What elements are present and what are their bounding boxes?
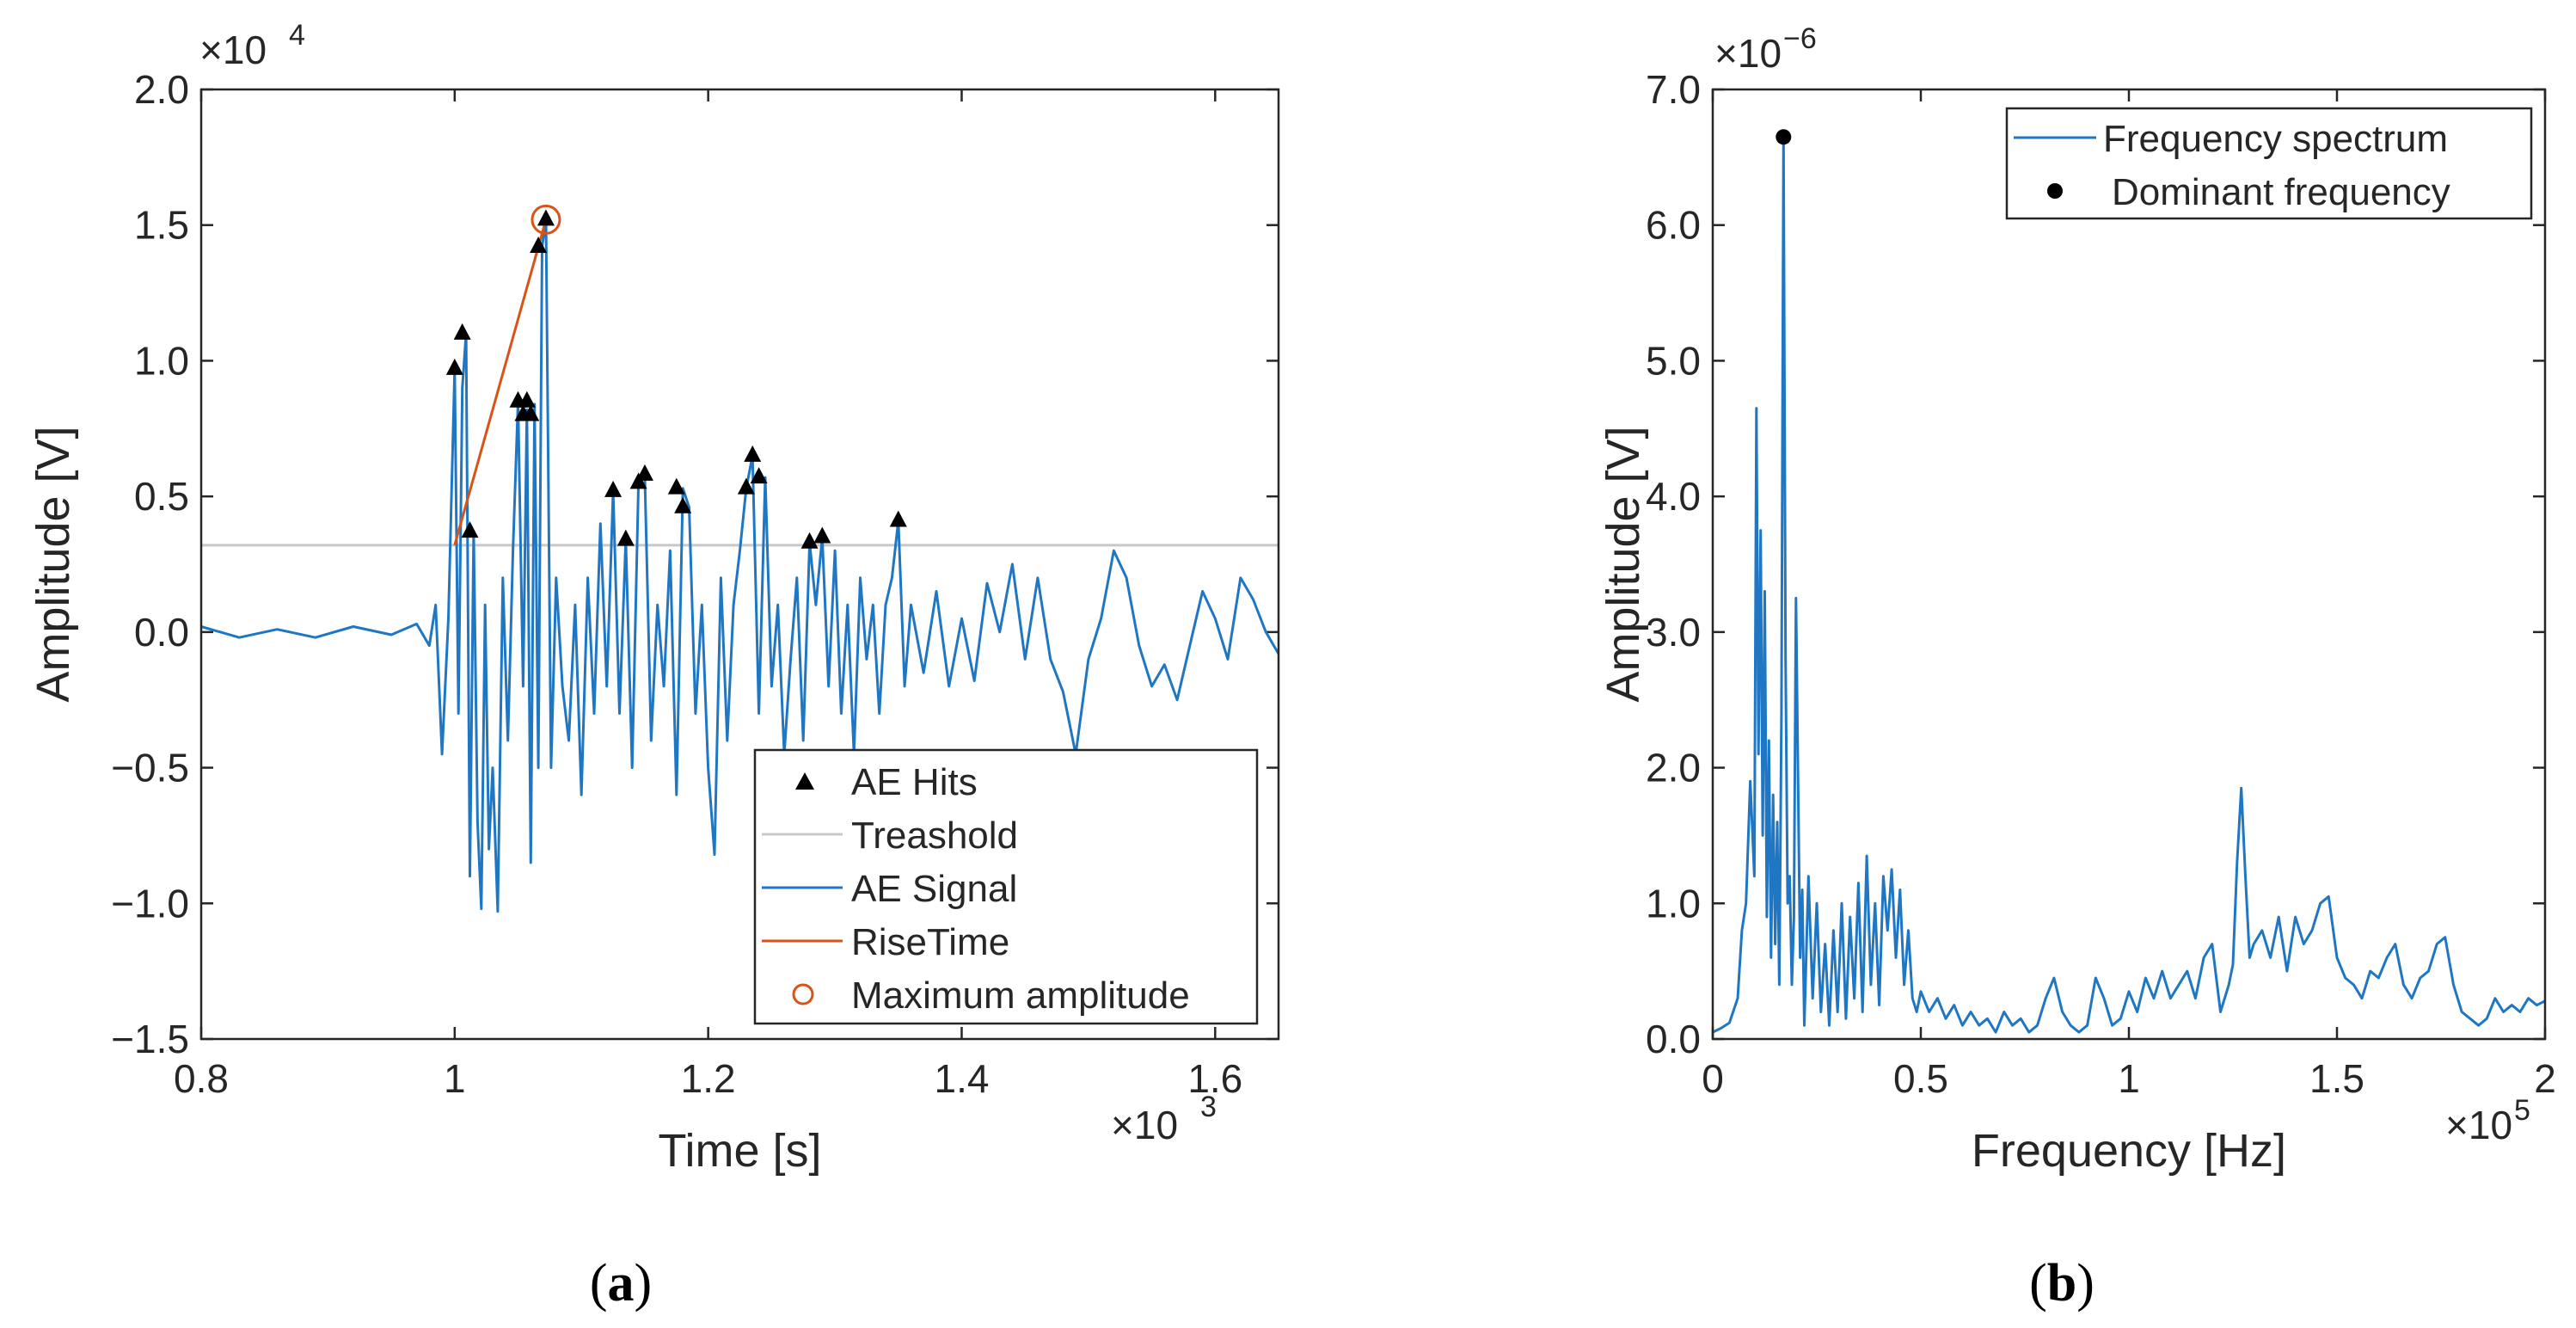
legend-dominant-frequency-symbol xyxy=(2047,183,2063,199)
caption-b: (b) xyxy=(2029,1254,2095,1313)
ae-hit-marker xyxy=(667,477,685,495)
panel-a-xtick-label-0: 0.8 xyxy=(174,1056,229,1101)
panel-a-xtick-label-3: 1.4 xyxy=(934,1056,989,1101)
panel-b-ytick-label-6: 6.0 xyxy=(1646,203,1701,248)
legend-ae-hits-symbol xyxy=(795,772,814,790)
ae-hits-markers xyxy=(445,209,907,549)
panel-b-ytick-label-4: 4.0 xyxy=(1646,474,1701,519)
caption-b-close: ) xyxy=(2076,1254,2095,1313)
panel-b-ticks: 0 0.5 1 1.5 2 0.0 1.0 2.0 3.0 4.0 5.0 6.0 7.0 xyxy=(1646,67,2556,1101)
panel-b-x-mult-base: ×10 xyxy=(2445,1103,2512,1147)
caption-b-open: ( xyxy=(2029,1254,2047,1313)
panel-b-ytick-label-1: 1.0 xyxy=(1646,881,1701,925)
ae-hit-marker xyxy=(800,532,819,549)
panel-b-x-mult-exp: 5 xyxy=(2514,1094,2530,1127)
panel-b-ytick-label-3: 3.0 xyxy=(1646,610,1701,655)
legend-dominant-frequency-label: Dominant frequency xyxy=(2112,171,2450,213)
ae-hit-marker xyxy=(744,445,762,462)
caption-a-close: ) xyxy=(635,1254,653,1313)
panel-a-xtick-label-2: 1.2 xyxy=(681,1056,736,1101)
panel-b-xtick-label-3: 1.5 xyxy=(2309,1056,2364,1101)
panel-a-x-mult-base: ×10 xyxy=(1111,1103,1178,1147)
panel-a-x-mult-exp: 3 xyxy=(1200,1091,1217,1123)
ae-hit-marker xyxy=(635,464,653,481)
frequency-spectrum-line xyxy=(1712,135,2546,1034)
panel-a-xtick-label-4: 1.6 xyxy=(1187,1056,1242,1101)
panel-b-xtick-label-0: 0 xyxy=(1702,1056,1724,1101)
panel-a-ytick-label-1: −1.0 xyxy=(111,881,189,925)
ae-signal-line xyxy=(200,218,1280,913)
panel-a-ytick-label-5: 1.0 xyxy=(134,338,189,383)
ae-hit-marker xyxy=(616,529,635,546)
panel-a-axes-box xyxy=(199,88,1280,1041)
panel-a-ticks: 0.8 1 1.2 1.4 1.6 −1.5 −1.0 −0.5 0.0 0.5 1.0 1.5 2.0 xyxy=(111,67,1279,1101)
panel-a-ytick-label-0: −1.5 xyxy=(111,1017,189,1061)
panel-b-y-mult-exp: −6 xyxy=(1783,22,1817,55)
ae-hit-marker xyxy=(445,358,463,375)
panel-a-xtick-label-1: 1 xyxy=(444,1056,466,1101)
panel-a-ytick-label-3: 0.0 xyxy=(134,610,189,655)
panel-b-xlabel: Frequency [Hz] xyxy=(1972,1125,2286,1177)
panel-b-ytick-label-0: 0.0 xyxy=(1646,1017,1701,1061)
ae-hit-marker xyxy=(737,477,755,495)
ae-hit-marker xyxy=(674,496,692,513)
caption-a: (a) xyxy=(590,1254,652,1313)
caption-a-open: ( xyxy=(590,1254,608,1313)
ae-hit-marker xyxy=(518,390,536,408)
panel-b-xtick-label-2: 1 xyxy=(2118,1056,2140,1101)
panel-a-y-mult-base: ×10 xyxy=(199,28,267,72)
caption-b-letter: b xyxy=(2047,1254,2076,1313)
panel-b-y-mult-base: ×10 xyxy=(1714,31,1782,76)
panel-a-ytick-label-2: −0.5 xyxy=(111,746,189,790)
panel-a-ytick-label-7: 2.0 xyxy=(134,67,189,112)
panel-a-ytick-label-4: 0.5 xyxy=(134,474,189,519)
panel-a-ytick-label-6: 1.5 xyxy=(134,203,189,248)
ae-hit-marker xyxy=(461,521,479,538)
legend-threshold-label: Treashold xyxy=(851,815,1018,857)
panel-a-x-multiplier: ×10 3 xyxy=(1111,1091,1217,1147)
panel-b-y-multiplier: ×10−6 xyxy=(1714,22,1817,76)
panel-b-legend-box xyxy=(2005,107,2533,220)
legend-maximum-amplitude-symbol xyxy=(792,983,814,1005)
panel-a-y-mult-exp: 4 xyxy=(289,19,305,52)
dominant-frequency-marker xyxy=(1776,129,1792,145)
panel-a-chart: 0.8 1 1.2 1.4 1.6 −1.5 −1.0 −0.5 0.0 0.5 1.0 1.5 2.0… xyxy=(28,19,1280,1177)
ae-hit-marker xyxy=(522,404,540,421)
legend-ae-signal-label: AE Signal xyxy=(851,868,1017,910)
ae-hit-marker xyxy=(604,480,623,497)
ae-hit-marker xyxy=(537,209,555,226)
legend-ae-hits-label: AE Hits xyxy=(851,761,978,803)
panel-b-x-multiplier: ×105 xyxy=(2445,1094,2530,1147)
risetime-line xyxy=(453,218,548,546)
panel-b-ytick-label-7: 7.0 xyxy=(1646,67,1701,112)
ae-hit-marker xyxy=(453,323,471,340)
legend-frequency-spectrum-label: Frequency spectrum xyxy=(2103,118,2448,160)
panel-a-xlabel: Time [s] xyxy=(658,1125,821,1177)
panel-b-chart: 0 0.5 1 1.5 2 0.0 1.0 2.0 3.0 4.0 5.0 6.0 7.0 Freque… xyxy=(1598,22,2556,1177)
maximum-amplitude-marker xyxy=(531,204,561,235)
ae-hit-marker xyxy=(813,526,831,544)
panel-b-ylabel: Amplitude [V] xyxy=(1598,426,1649,702)
caption-a-letter: a xyxy=(608,1254,635,1313)
ae-hit-marker xyxy=(530,236,548,253)
legend-risetime-label: RiseTime xyxy=(851,921,1009,963)
panel-b-ytick-label-5: 5.0 xyxy=(1646,338,1701,383)
panel-a-y-multiplier: ×10 4 xyxy=(199,19,305,72)
panel-b-legend: Frequency spectrum Dominant frequency xyxy=(2005,107,2533,220)
panel-b-axes-box xyxy=(1711,88,2547,1041)
legend-maximum-amplitude-label: Maximum amplitude xyxy=(851,974,1190,1017)
panel-a-legend: AE Hits Treashold AE Signal RiseTime Max… xyxy=(753,748,1259,1025)
panel-b-xtick-label-4: 2 xyxy=(2534,1056,2556,1101)
panel-b-ytick-label-2: 2.0 xyxy=(1646,746,1701,790)
ae-hit-marker xyxy=(750,467,768,484)
ae-hit-marker xyxy=(889,510,907,527)
panel-b-xtick-label-1: 0.5 xyxy=(1893,1056,1948,1101)
panel-a-ylabel: Amplitude [V] xyxy=(28,426,79,702)
